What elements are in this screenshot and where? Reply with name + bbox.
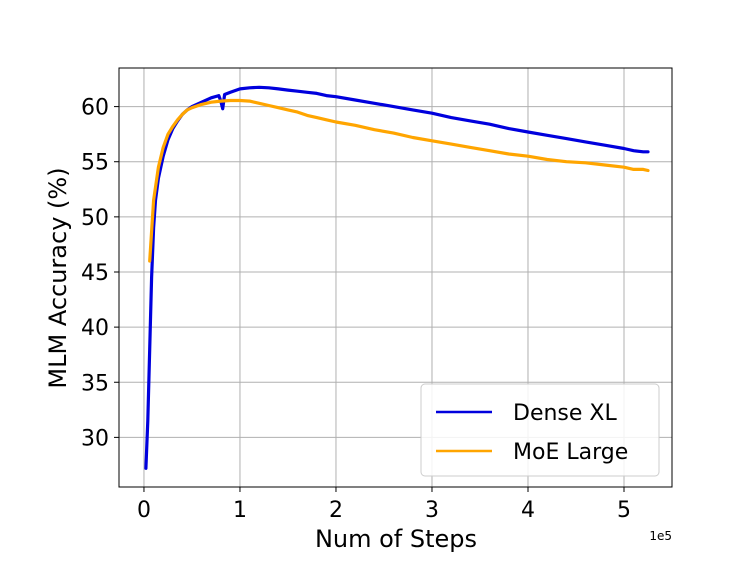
- legend-label-dense-xl: Dense XL: [513, 401, 617, 426]
- x-axis-label: Num of Steps: [315, 525, 477, 553]
- legend: Dense XL MoE Large: [420, 383, 660, 477]
- legend-box: [420, 383, 660, 477]
- x-axis-ticks: 0 1 2 3 4 5: [137, 487, 631, 523]
- x-offset-label: 1e5: [649, 529, 672, 543]
- x-tick-label: 4: [521, 498, 535, 523]
- legend-label-moe-large: MoE Large: [513, 440, 628, 465]
- series-lines: [144, 85, 650, 470]
- x-tick-label: 3: [425, 498, 439, 523]
- y-tick-label: 30: [81, 426, 109, 451]
- series-line-moe-large: [148, 98, 650, 263]
- x-tick-label: 0: [137, 498, 151, 523]
- x-tick-label: 5: [617, 498, 631, 523]
- y-tick-label: 55: [81, 151, 109, 176]
- y-tick-label: 35: [81, 371, 109, 396]
- x-tick-label: 2: [329, 498, 343, 523]
- series-line-dense-xl: [144, 85, 650, 470]
- y-axis-ticks: 30 35 40 45 50 55 60: [81, 96, 119, 451]
- y-tick-label: 50: [81, 206, 109, 231]
- y-tick-label: 45: [81, 261, 109, 286]
- x-tick-label: 1: [233, 498, 247, 523]
- y-axis-label: MLM Accuracy (%): [44, 167, 72, 388]
- y-tick-label: 60: [81, 96, 109, 121]
- plot-frame: [118, 67, 673, 488]
- y-tick-label: 40: [81, 316, 109, 341]
